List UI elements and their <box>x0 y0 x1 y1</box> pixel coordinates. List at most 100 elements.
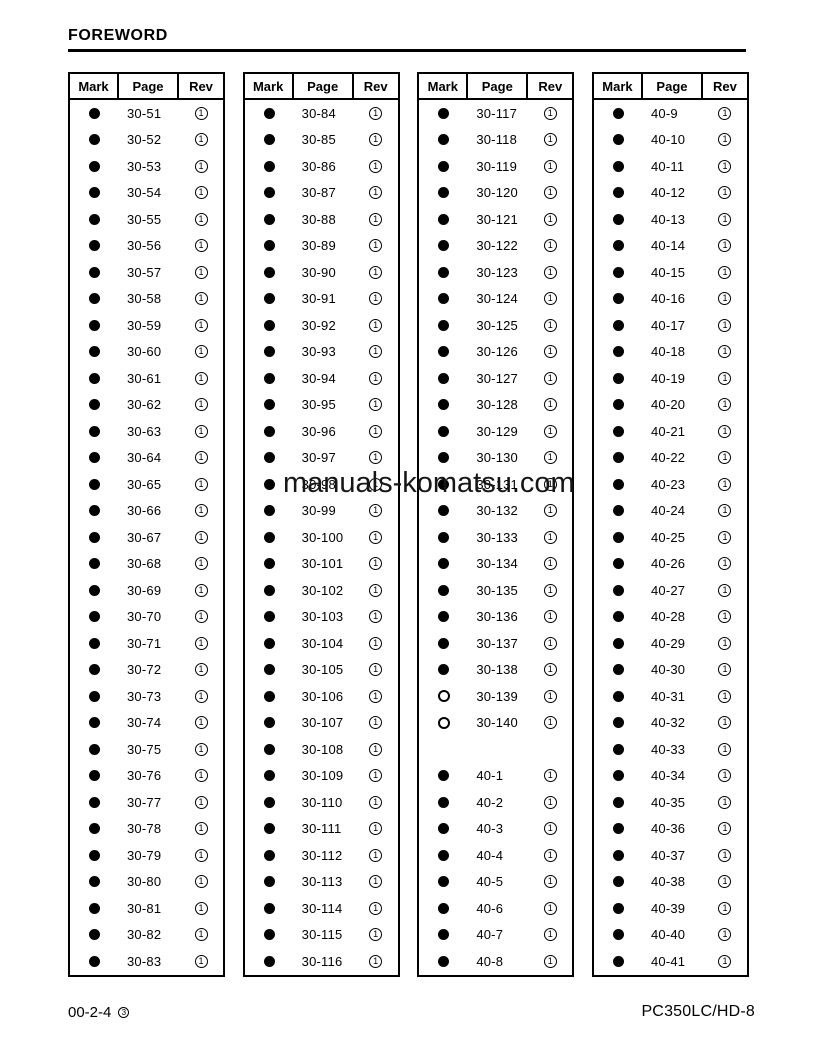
mark-cell <box>594 505 643 517</box>
table-row: 30-91 1 <box>245 286 398 313</box>
table-row: 30-113 1 <box>245 869 398 896</box>
rev-cell: 1 <box>528 318 572 332</box>
revision-table-3: Mark Page Rev 30-117 1 30-118 1 30-119 1 30-12… <box>417 72 575 977</box>
mark-filled-circle-icon <box>438 478 450 490</box>
page-cell: 30-61 <box>127 370 162 386</box>
table-row: 30-68 1 <box>70 551 223 578</box>
rev-cell: 1 <box>179 848 223 862</box>
rev-circled-number-icon: 1 <box>718 769 732 783</box>
mark-cell <box>594 849 643 861</box>
mark-filled-circle-icon <box>612 584 624 596</box>
page-cell: 30-102 <box>301 582 344 598</box>
mark-cell <box>594 531 643 543</box>
mark-filled-circle-icon <box>263 240 275 252</box>
page-cell: 30-77 <box>127 794 162 810</box>
page-cell: 30-116 <box>301 953 343 969</box>
rev-circled-number-icon: 1 <box>718 239 732 253</box>
mark-filled-circle-icon <box>89 584 100 596</box>
table-header-row: Mark Page Rev <box>419 74 573 100</box>
page-cell: 30-57 <box>127 264 162 280</box>
column-header-mark: Mark <box>594 74 643 98</box>
table-row: 40-31 1 <box>594 683 747 710</box>
mark-filled-circle-icon <box>89 346 100 358</box>
mark-filled-circle-icon <box>438 372 450 384</box>
rev-circled-number-icon: 1 <box>718 292 732 306</box>
mark-filled-circle-icon <box>612 425 624 437</box>
page-cell: 30-83 <box>127 953 162 969</box>
page-title: FOREWORD <box>68 27 746 52</box>
mark-filled-circle-icon <box>612 505 624 517</box>
mark-filled-circle-icon <box>438 505 450 517</box>
rev-circled-number-icon: 1 <box>369 583 383 597</box>
rev-circled-number-icon: 1 <box>369 318 383 332</box>
mark-cell <box>245 399 294 411</box>
rev-cell: 1 <box>354 795 398 809</box>
rev-cell: 1 <box>354 212 398 226</box>
mark-filled-circle-icon <box>263 770 275 782</box>
table-row: 30-58 1 <box>70 286 223 313</box>
mark-cell <box>419 558 468 570</box>
rev-cell: 1 <box>703 557 747 571</box>
page-cell: 30-89 <box>301 238 336 254</box>
mark-cell <box>245 770 294 782</box>
page-cell: 40-10 <box>650 132 686 148</box>
column-header-page: Page <box>643 74 703 98</box>
rev-cell: 1 <box>528 530 572 544</box>
rev-cell: 1 <box>354 133 398 147</box>
mark-cell <box>594 266 643 278</box>
mark-filled-circle-icon <box>612 770 624 782</box>
table-row: 30-124 1 <box>419 286 572 313</box>
table-row: 40-30 1 <box>594 657 747 684</box>
page-cell: 30-63 <box>127 423 162 439</box>
mark-cell <box>70 266 119 278</box>
page-cell: 40-28 <box>650 609 686 625</box>
table-row: 30-127 1 <box>419 365 572 392</box>
mark-filled-circle-icon <box>438 160 450 172</box>
rev-circled-number-icon: 1 <box>369 159 383 173</box>
mark-cell <box>245 611 294 623</box>
table-row: 40-35 1 <box>594 789 747 816</box>
rev-cell: 1 <box>528 928 572 942</box>
table-row: 30-96 1 <box>245 418 398 445</box>
mark-filled-circle-icon <box>89 372 100 384</box>
table-row: 40-24 1 <box>594 498 747 525</box>
page-cell: 40-13 <box>650 211 686 227</box>
page-cell: 30-119 <box>476 158 518 174</box>
rev-circled-number-icon: 1 <box>543 530 557 544</box>
mark-cell <box>70 107 119 119</box>
rev-circled-number-icon: 1 <box>543 583 557 597</box>
mark-cell <box>70 399 119 411</box>
rev-cell: 1 <box>528 848 572 862</box>
table-row: 30-134 1 <box>419 551 572 578</box>
rev-cell: 1 <box>703 610 747 624</box>
rev-circled-number-icon: 1 <box>543 769 557 783</box>
rev-circled-number-icon: 1 <box>194 822 208 836</box>
mark-filled-circle-icon <box>438 770 450 782</box>
rev-circled-number-icon: 1 <box>369 742 383 756</box>
mark-cell <box>594 187 643 199</box>
rev-cell: 1 <box>179 398 223 412</box>
table-header-row: Mark Page Rev <box>244 74 398 100</box>
mark-cell <box>594 823 643 835</box>
mark-cell <box>245 478 294 490</box>
page-cell: 30-72 <box>127 662 162 678</box>
rev-circled-number-icon: 1 <box>369 636 383 650</box>
page-cell: 40-3 <box>476 821 504 837</box>
rev-cell: 1 <box>703 901 747 915</box>
page-cell: 30-124 <box>476 291 518 307</box>
rev-cell: 1 <box>179 318 223 332</box>
rev-cell: 1 <box>179 636 223 650</box>
mark-cell <box>70 902 119 914</box>
rev-cell: 1 <box>528 901 572 915</box>
table-row: 30-112 1 <box>245 842 398 869</box>
rev-cell: 1 <box>179 742 223 756</box>
table-row: 40-2 1 <box>419 789 572 816</box>
rev-circled-number-icon: 1 <box>194 636 208 650</box>
rev-circled-number-icon: 1 <box>194 901 208 915</box>
mark-cell <box>594 346 643 358</box>
column-header-rev: Rev <box>538 78 563 94</box>
page-cell: 30-139 <box>476 688 518 704</box>
column-header-rev: Rev <box>713 78 737 94</box>
rev-circled-number-icon: 1 <box>369 239 383 253</box>
mark-cell <box>594 293 643 305</box>
